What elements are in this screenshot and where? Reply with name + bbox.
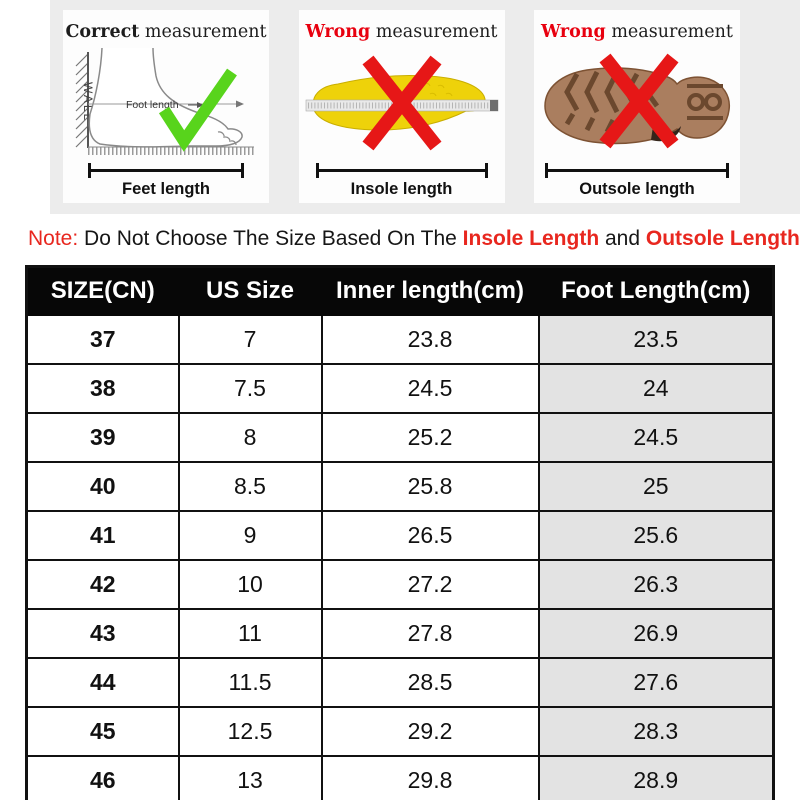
table-cell: 28.9 bbox=[537, 755, 775, 800]
table-cell: 7 bbox=[177, 314, 323, 365]
outsole-icon bbox=[544, 53, 731, 149]
panel-caption: Feet length bbox=[121, 180, 210, 198]
foot-wall-diagram-icon: WALL Foot length bbox=[75, 48, 254, 155]
measurement-guide-band: Correct measurement WALL Foot length bbox=[50, 0, 800, 214]
table-cell: 9 bbox=[177, 510, 323, 561]
note-label: Note: bbox=[28, 227, 79, 250]
insole-icon bbox=[305, 55, 498, 151]
heel-lug bbox=[687, 93, 705, 111]
size-table-header-row: SIZE(CN) US Size Inner length(cm) Foot Leng… bbox=[25, 265, 775, 316]
tape-end bbox=[489, 100, 498, 111]
wrong-insole-panel: Wrong measurement Insole length bbox=[298, 10, 505, 203]
table-cell: 8.5 bbox=[177, 461, 323, 512]
note-conjunction: and bbox=[599, 227, 646, 250]
cross-icon bbox=[599, 53, 679, 149]
table-cell: 40 bbox=[25, 461, 180, 512]
panel-title: Wrong measurement bbox=[541, 20, 733, 44]
table-cell: 27.8 bbox=[320, 608, 540, 659]
cross-icon bbox=[362, 55, 441, 151]
table-cell: 11.5 bbox=[177, 657, 323, 708]
correct-measurement-panel: Correct measurement WALL Foot length bbox=[63, 10, 269, 203]
table-cell: 38 bbox=[25, 363, 180, 414]
table-cell: 23.8 bbox=[320, 314, 540, 365]
table-cell: 8 bbox=[177, 412, 323, 463]
size-table-body: 37 7 23.8 23.5 38 7.5 24.5 24 39 8 25.2 24.5 40 8.5 25… bbox=[25, 314, 775, 800]
table-cell: 28.3 bbox=[537, 706, 775, 757]
table-cell: 10 bbox=[177, 559, 323, 610]
column-header: Inner length(cm) bbox=[320, 265, 540, 316]
table-row: 41 9 26.5 25.6 bbox=[25, 510, 775, 561]
table-cell: 24 bbox=[537, 363, 775, 414]
table-row: 46 13 29.8 28.9 bbox=[25, 755, 775, 800]
table-cell: 13 bbox=[177, 755, 323, 800]
length-bracket bbox=[545, 163, 729, 178]
wrong-outsole-panel: Wrong measurement Outsole length bbox=[534, 10, 740, 203]
check-icon bbox=[158, 68, 237, 152]
note-text: Do Not Choose The Size Based On The bbox=[78, 227, 463, 250]
panel-title-keyword: Wrong bbox=[305, 22, 371, 42]
table-row: 42 10 27.2 26.3 bbox=[25, 559, 775, 610]
foot-length-label: Foot length bbox=[126, 99, 179, 111]
table-cell: 42 bbox=[25, 559, 180, 610]
table-cell: 24.5 bbox=[537, 412, 775, 463]
table-cell: 39 bbox=[25, 412, 180, 463]
panel-title-keyword: Correct bbox=[65, 22, 140, 42]
table-cell: 29.2 bbox=[320, 706, 540, 757]
table-cell: 25.6 bbox=[537, 510, 775, 561]
table-cell: 28.5 bbox=[320, 657, 540, 708]
panel-caption: Insole length bbox=[350, 180, 453, 198]
table-cell: 25 bbox=[537, 461, 775, 512]
label-arrow-head bbox=[197, 102, 204, 108]
table-cell: 27.2 bbox=[320, 559, 540, 610]
panel-caption: Outsole length bbox=[579, 180, 695, 198]
table-row: 38 7.5 24.5 24 bbox=[25, 363, 775, 414]
table-row: 44 11.5 28.5 27.6 bbox=[25, 657, 775, 708]
table-cell: 25.8 bbox=[320, 461, 540, 512]
table-row: 37 7 23.8 23.5 bbox=[25, 314, 775, 365]
insole-texture bbox=[423, 82, 452, 97]
table-row: 45 12.5 29.2 28.3 bbox=[25, 706, 775, 757]
table-cell: 45 bbox=[25, 706, 180, 757]
heel-lug bbox=[704, 93, 722, 111]
panel-title: Wrong measurement bbox=[306, 20, 498, 44]
note-insole-highlight: Insole Length bbox=[462, 227, 600, 250]
column-header: US Size bbox=[177, 265, 323, 316]
panel-title-rest: measurement bbox=[370, 22, 498, 42]
table-cell: 12.5 bbox=[177, 706, 323, 757]
table-cell: 26.5 bbox=[320, 510, 540, 561]
table-cell: 23.5 bbox=[537, 314, 775, 365]
panel-title-rest: measurement bbox=[605, 22, 733, 42]
panel-title-keyword: Wrong bbox=[541, 22, 606, 42]
wall-hatch bbox=[75, 53, 89, 148]
size-table: SIZE(CN) US Size Inner length(cm) Foot Leng… bbox=[25, 265, 775, 800]
note-line: Note: Do Not Choose The Size Based On Th… bbox=[28, 226, 800, 252]
length-bracket bbox=[315, 163, 488, 178]
table-cell: 43 bbox=[25, 608, 180, 659]
table-cell: 26.3 bbox=[537, 559, 775, 610]
table-cell: 25.2 bbox=[320, 412, 540, 463]
heel-grooves bbox=[687, 84, 723, 120]
table-cell: 41 bbox=[25, 510, 180, 561]
panel-title-rest: measurement bbox=[139, 22, 267, 42]
foot-toes bbox=[217, 131, 237, 146]
table-cell: 46 bbox=[25, 755, 180, 800]
table-row: 40 8.5 25.8 25 bbox=[25, 461, 775, 512]
table-cell: 26.9 bbox=[537, 608, 775, 659]
length-bracket bbox=[88, 163, 244, 178]
table-cell: 24.5 bbox=[320, 363, 540, 414]
table-cell: 29.8 bbox=[320, 755, 540, 800]
note-outsole-highlight: Outsole Length bbox=[645, 227, 800, 250]
table-cell: 44 bbox=[25, 657, 180, 708]
table-cell: 11 bbox=[177, 608, 323, 659]
panel-title: Correct measurement bbox=[65, 20, 266, 44]
table-cell: 27.6 bbox=[537, 657, 775, 708]
table-cell: 37 bbox=[25, 314, 180, 365]
table-row: 39 8 25.2 24.5 bbox=[25, 412, 775, 463]
dimension-arrow-right bbox=[236, 100, 244, 108]
column-header: Foot Length(cm) bbox=[537, 265, 775, 316]
column-header: SIZE(CN) bbox=[25, 265, 180, 316]
table-row: 43 11 27.8 26.9 bbox=[25, 608, 775, 659]
table-cell: 7.5 bbox=[177, 363, 323, 414]
